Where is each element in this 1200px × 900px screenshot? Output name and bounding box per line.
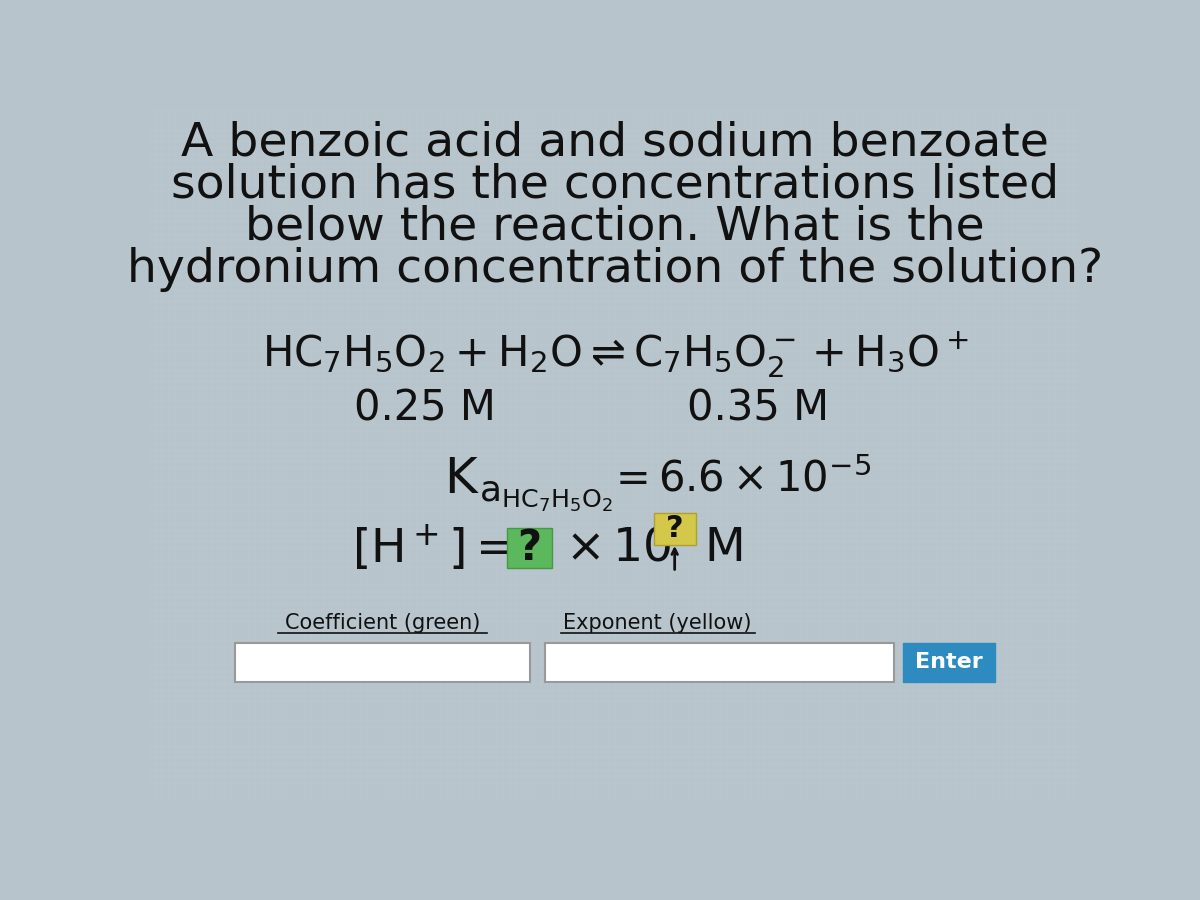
- Text: ?: ?: [666, 514, 684, 544]
- FancyBboxPatch shape: [904, 644, 995, 681]
- Text: below the reaction. What is the: below the reaction. What is the: [245, 205, 985, 250]
- FancyBboxPatch shape: [506, 528, 552, 569]
- FancyBboxPatch shape: [235, 644, 529, 681]
- Text: Coefficient (green): Coefficient (green): [284, 613, 480, 633]
- Text: Exponent (yellow): Exponent (yellow): [563, 613, 752, 633]
- FancyBboxPatch shape: [545, 644, 894, 681]
- Text: $\times\, 10$: $\times\, 10$: [565, 526, 671, 571]
- Text: $= 6.6 \times 10^{-5}$: $= 6.6 \times 10^{-5}$: [607, 458, 871, 500]
- Text: hydronium concentration of the solution?: hydronium concentration of the solution?: [127, 248, 1103, 292]
- Text: 0.35 M: 0.35 M: [688, 387, 829, 429]
- Text: M: M: [704, 526, 745, 571]
- Text: $\mathrm{a_{HC_7H_5O_2}}$: $\mathrm{a_{HC_7H_5O_2}}$: [479, 479, 613, 513]
- Text: solution has the concentrations listed: solution has the concentrations listed: [170, 163, 1060, 208]
- Text: $\mathregular{HC_7H_5O_2 + H_2O \rightleftharpoons C_7H_5O_2^- + H_3O^+}$: $\mathregular{HC_7H_5O_2 + H_2O \rightle…: [262, 329, 968, 380]
- Text: ?: ?: [517, 527, 541, 570]
- Text: $\mathrm{[H^+] = }$: $\mathrm{[H^+] = }$: [352, 523, 512, 573]
- Text: $\mathrm{K}$: $\mathrm{K}$: [444, 455, 480, 503]
- Text: Enter: Enter: [916, 652, 983, 672]
- Text: 0.25 M: 0.25 M: [354, 387, 496, 429]
- Text: A benzoic acid and sodium benzoate: A benzoic acid and sodium benzoate: [181, 120, 1049, 166]
- FancyBboxPatch shape: [654, 513, 696, 544]
